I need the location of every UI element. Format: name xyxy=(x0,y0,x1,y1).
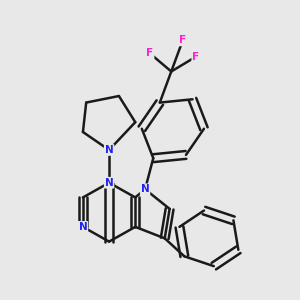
Text: F: F xyxy=(146,49,154,58)
Text: N: N xyxy=(141,184,149,194)
Text: F: F xyxy=(192,52,200,62)
Text: N: N xyxy=(105,178,113,188)
Text: F: F xyxy=(179,35,186,45)
Text: N: N xyxy=(79,222,87,232)
Text: N: N xyxy=(105,145,113,155)
